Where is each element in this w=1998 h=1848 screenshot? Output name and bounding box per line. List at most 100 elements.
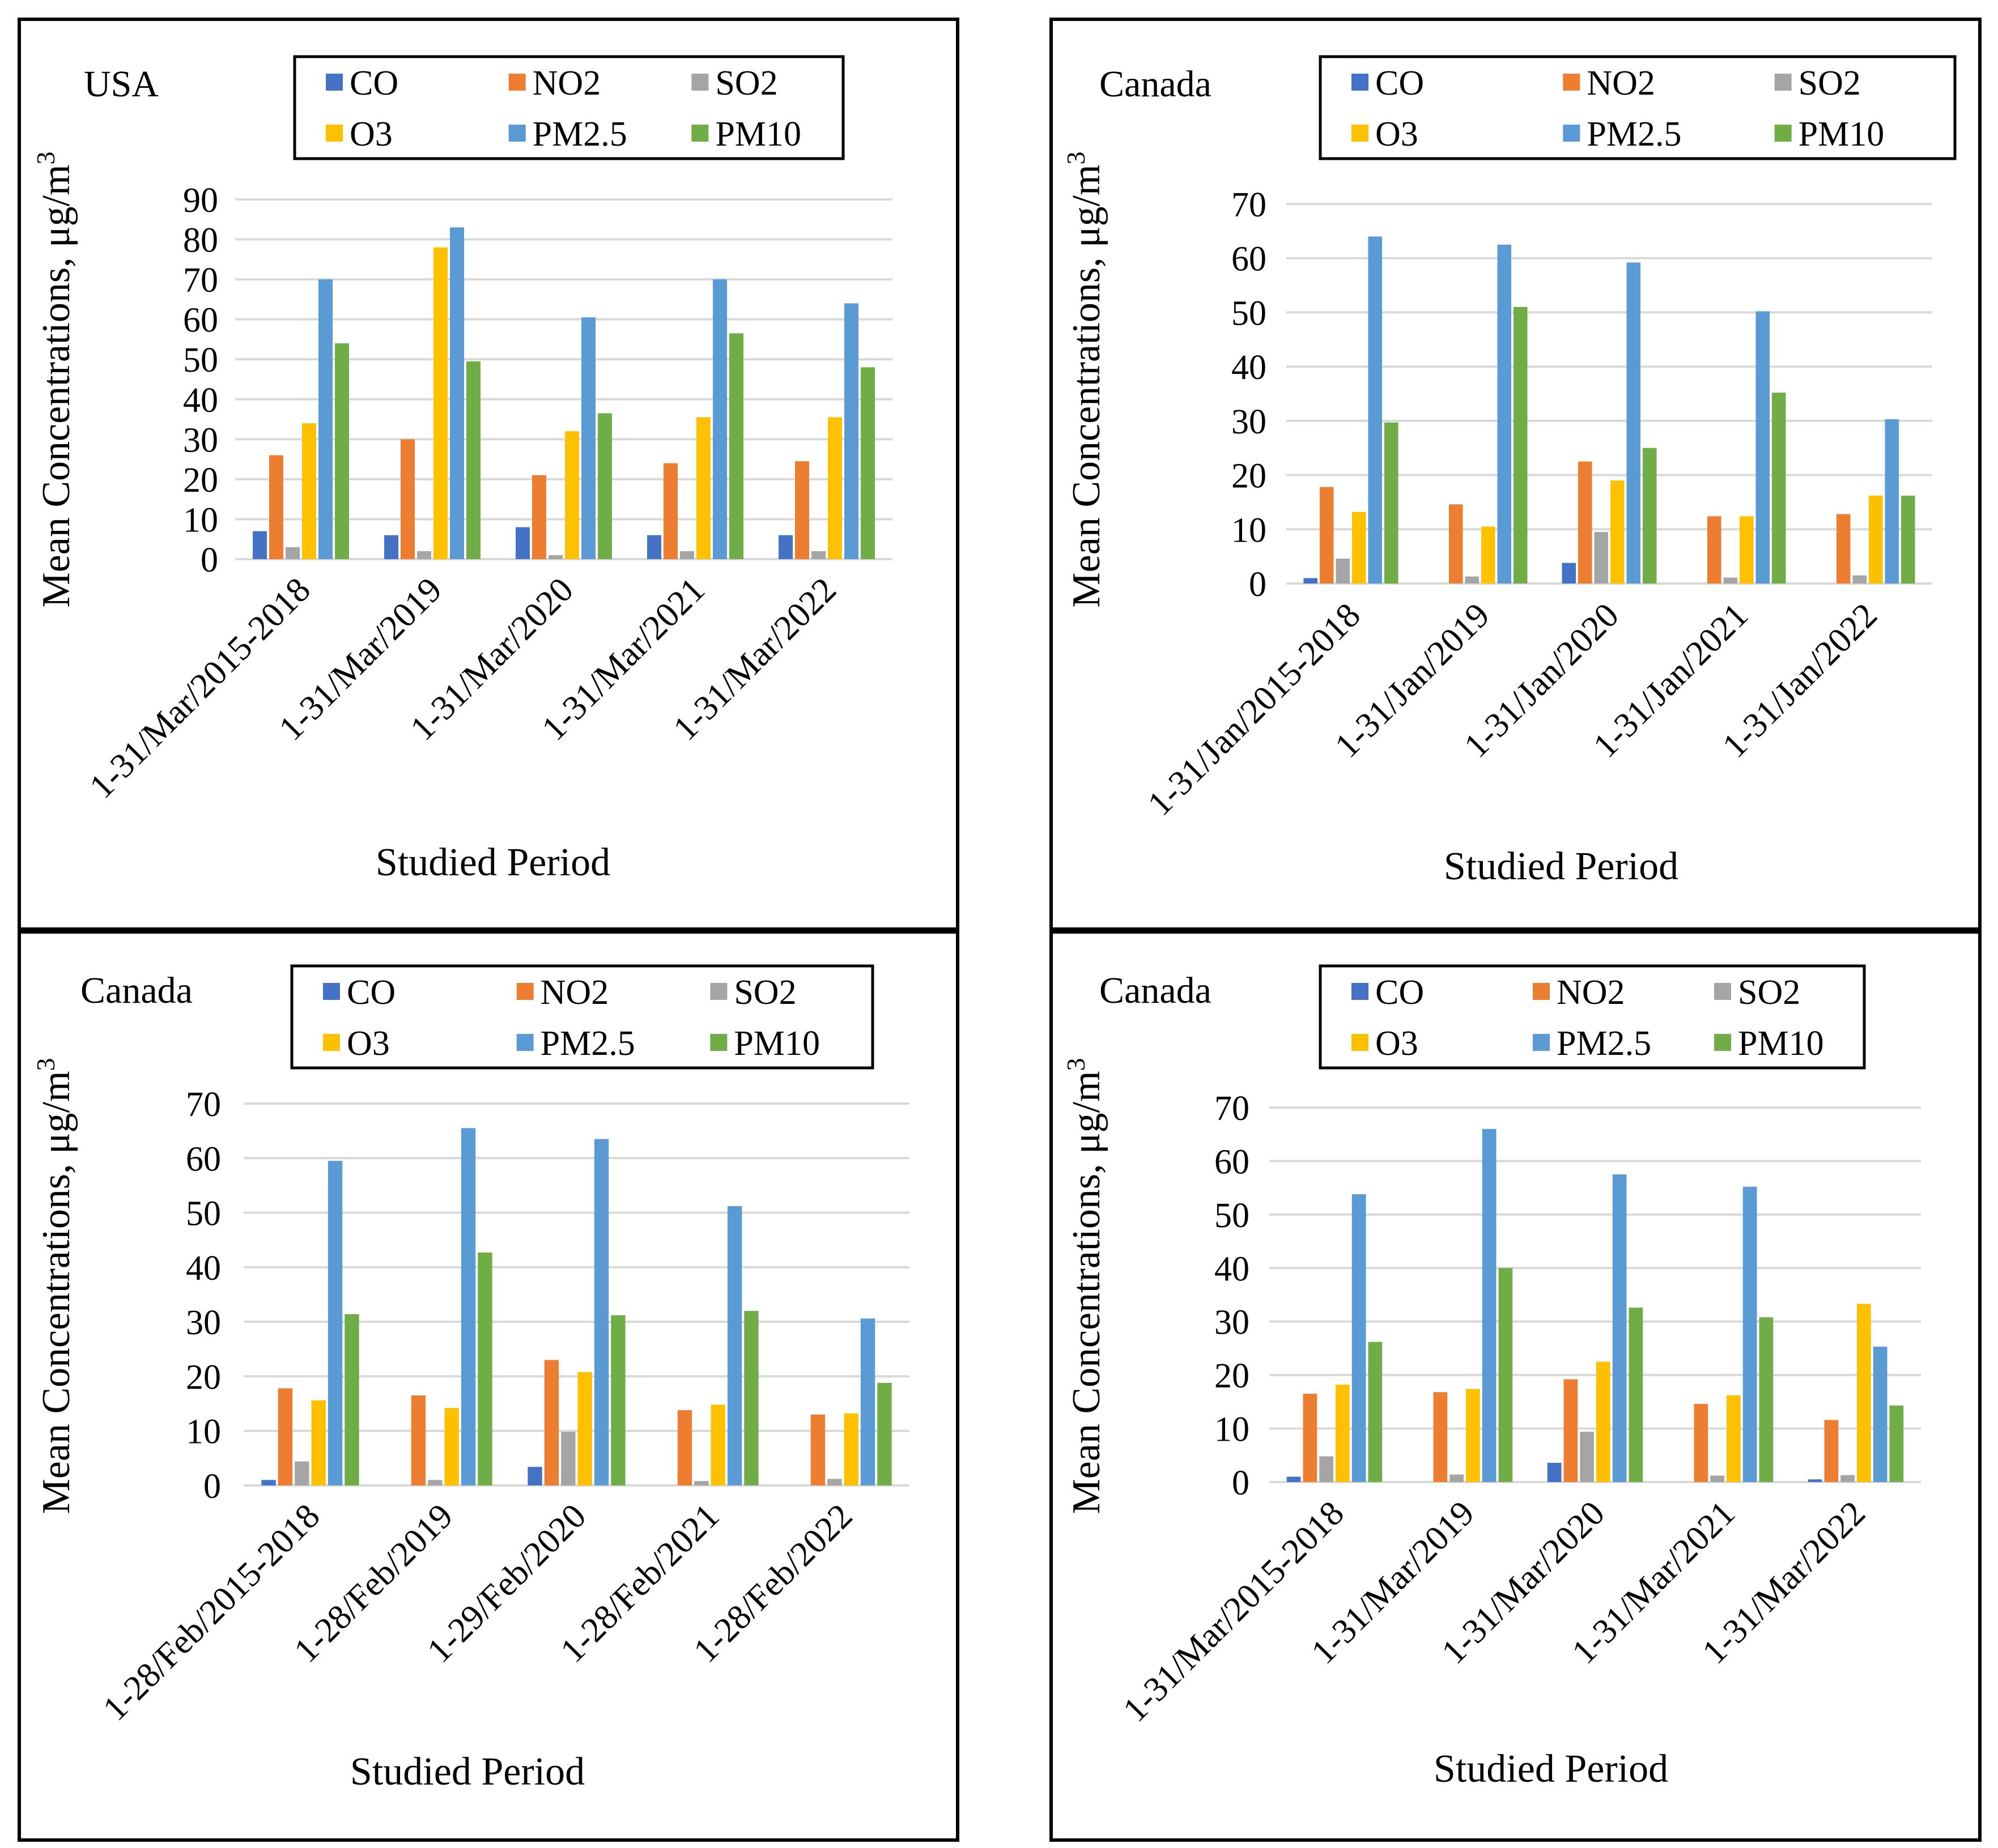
- bar-pm25: [1873, 1347, 1888, 1482]
- y-tick-label: 0: [1232, 1464, 1249, 1502]
- legend-swatch-pm10: [1714, 1034, 1731, 1051]
- bar-pm25: [1497, 244, 1511, 584]
- bar-so2: [680, 551, 694, 559]
- bar-pm25: [1612, 1174, 1627, 1482]
- y-tick-label: 10: [1214, 1411, 1249, 1449]
- bar-pm25: [1626, 262, 1640, 584]
- y-axis-label-text: Mean Concentrations, μg/m: [35, 1071, 78, 1514]
- legend-label: SO2: [734, 973, 796, 1012]
- bar-pm10: [877, 1382, 892, 1485]
- y-tick-label: 20: [1231, 457, 1266, 496]
- bar-no2: [278, 1388, 293, 1485]
- bar-co: [1547, 1463, 1562, 1482]
- bar-o3: [1740, 516, 1754, 584]
- y-tick-label: 40: [1231, 348, 1266, 387]
- y-axis-label-text: Mean Concentrations, μg/m: [1065, 1071, 1108, 1514]
- y-tick-label: 30: [1231, 403, 1266, 441]
- bar-no2: [532, 475, 546, 559]
- bar-so2: [811, 551, 826, 559]
- legend-label: NO2: [541, 973, 609, 1012]
- legend-label: O3: [1375, 1024, 1418, 1063]
- bar-no2: [401, 439, 415, 559]
- bar-co: [647, 535, 661, 559]
- legend-swatch-pm10: [1774, 125, 1792, 142]
- bar-pm25: [1885, 419, 1899, 584]
- chart-title: Canada: [1099, 63, 1211, 105]
- legend-swatch-o3: [323, 1034, 340, 1051]
- bar-so2: [1723, 577, 1737, 584]
- y-axis-label-superscript: 3: [31, 151, 60, 164]
- chart-panel-3: Canada CO NO2 SO2 O3 PM2.5 PM10 0 10 20 30 40 50 60 70…: [18, 930, 959, 1842]
- legend-swatch-no2: [516, 983, 534, 1000]
- bar-no2: [1837, 514, 1851, 584]
- bar-pm25: [461, 1128, 476, 1485]
- bar-pm10: [1368, 1342, 1383, 1482]
- y-tick-label: 60: [1231, 240, 1266, 279]
- legend-swatch-no2: [508, 74, 526, 91]
- y-tick-label: 40: [186, 1249, 221, 1288]
- bar-no2: [1707, 516, 1721, 584]
- bar-so2: [1710, 1475, 1724, 1482]
- bar-so2: [1594, 532, 1608, 584]
- y-axis-label-text: Mean Concentrations, μg/m: [1065, 164, 1108, 607]
- bar-no2: [544, 1360, 559, 1485]
- y-tick-label: 10: [1231, 511, 1266, 550]
- y-tick-label: 0: [201, 541, 218, 580]
- legend: CO NO2 SO2 O3 PM2.5 PM10: [290, 964, 874, 1070]
- bar-co: [1303, 578, 1317, 584]
- bar-pm10: [1643, 448, 1657, 584]
- x-axis-label: Studied Period: [1444, 845, 1678, 888]
- bar-no2: [810, 1414, 826, 1485]
- bar-pm25: [1482, 1129, 1497, 1482]
- legend-swatch-so2: [710, 983, 728, 1000]
- y-tick-label: 30: [186, 1304, 221, 1342]
- legend-swatch-so2: [691, 74, 709, 91]
- y-axis-label: Mean Concentrations, μg/m3: [1061, 1058, 1108, 1514]
- legend-swatch-so2: [1774, 74, 1792, 91]
- bar-co: [384, 535, 398, 559]
- legend-label: NO2: [1557, 973, 1625, 1012]
- x-category-label: 1-31/Mar/2015-2018: [82, 570, 318, 806]
- bar-no2: [1320, 487, 1334, 584]
- bar-pm25: [581, 317, 596, 559]
- bar-pm10: [466, 361, 481, 559]
- bar-pm10: [729, 333, 743, 559]
- bar-so2: [1852, 575, 1867, 584]
- legend-swatch-pm25: [516, 1034, 534, 1051]
- bar-o3: [577, 1372, 592, 1485]
- chart-title: Canada: [80, 970, 193, 1011]
- bar-o3: [302, 423, 316, 559]
- legend: CO NO2 SO2 O3 PM2.5 PM10: [1319, 55, 1957, 160]
- bar-o3: [1727, 1395, 1741, 1482]
- bar-pm10: [1629, 1308, 1643, 1482]
- bar-o3: [1352, 512, 1366, 584]
- bar-co: [253, 531, 267, 559]
- x-axis-label: Studied Period: [376, 841, 610, 884]
- bar-so2: [1319, 1456, 1333, 1482]
- y-tick-label: 50: [183, 341, 218, 380]
- legend-swatch-pm25: [1533, 1034, 1550, 1051]
- bar-pm10: [1384, 422, 1398, 584]
- bar-no2: [1433, 1392, 1448, 1482]
- legend-swatch-o3: [1351, 1034, 1368, 1051]
- x-axis-label: Studied Period: [1434, 1747, 1668, 1791]
- bar-co: [261, 1480, 276, 1485]
- legend-label: NO2: [1587, 64, 1655, 103]
- bar-pm10: [1889, 1405, 1904, 1482]
- bar-co: [1286, 1476, 1301, 1482]
- legend-swatch-co: [326, 74, 343, 91]
- chart-title: Canada: [1099, 970, 1211, 1011]
- bar-pm10: [611, 1315, 626, 1485]
- bar-so2: [1580, 1432, 1594, 1482]
- bar-so2: [286, 547, 300, 559]
- bar-co: [1808, 1479, 1822, 1482]
- bar-no2: [664, 463, 678, 559]
- bar-no2: [1824, 1420, 1839, 1482]
- bar-pm25: [328, 1161, 343, 1485]
- legend-swatch-o3: [1351, 125, 1368, 142]
- bar-pm10: [478, 1252, 492, 1485]
- bar-o3: [1596, 1361, 1610, 1482]
- chart-panel-4: Canada CO NO2 SO2 O3 PM2.5 PM10 0 10 20 30 40 50 60 70…: [1049, 930, 1982, 1842]
- bar-o3: [1610, 480, 1625, 584]
- legend-label: CO: [350, 64, 398, 103]
